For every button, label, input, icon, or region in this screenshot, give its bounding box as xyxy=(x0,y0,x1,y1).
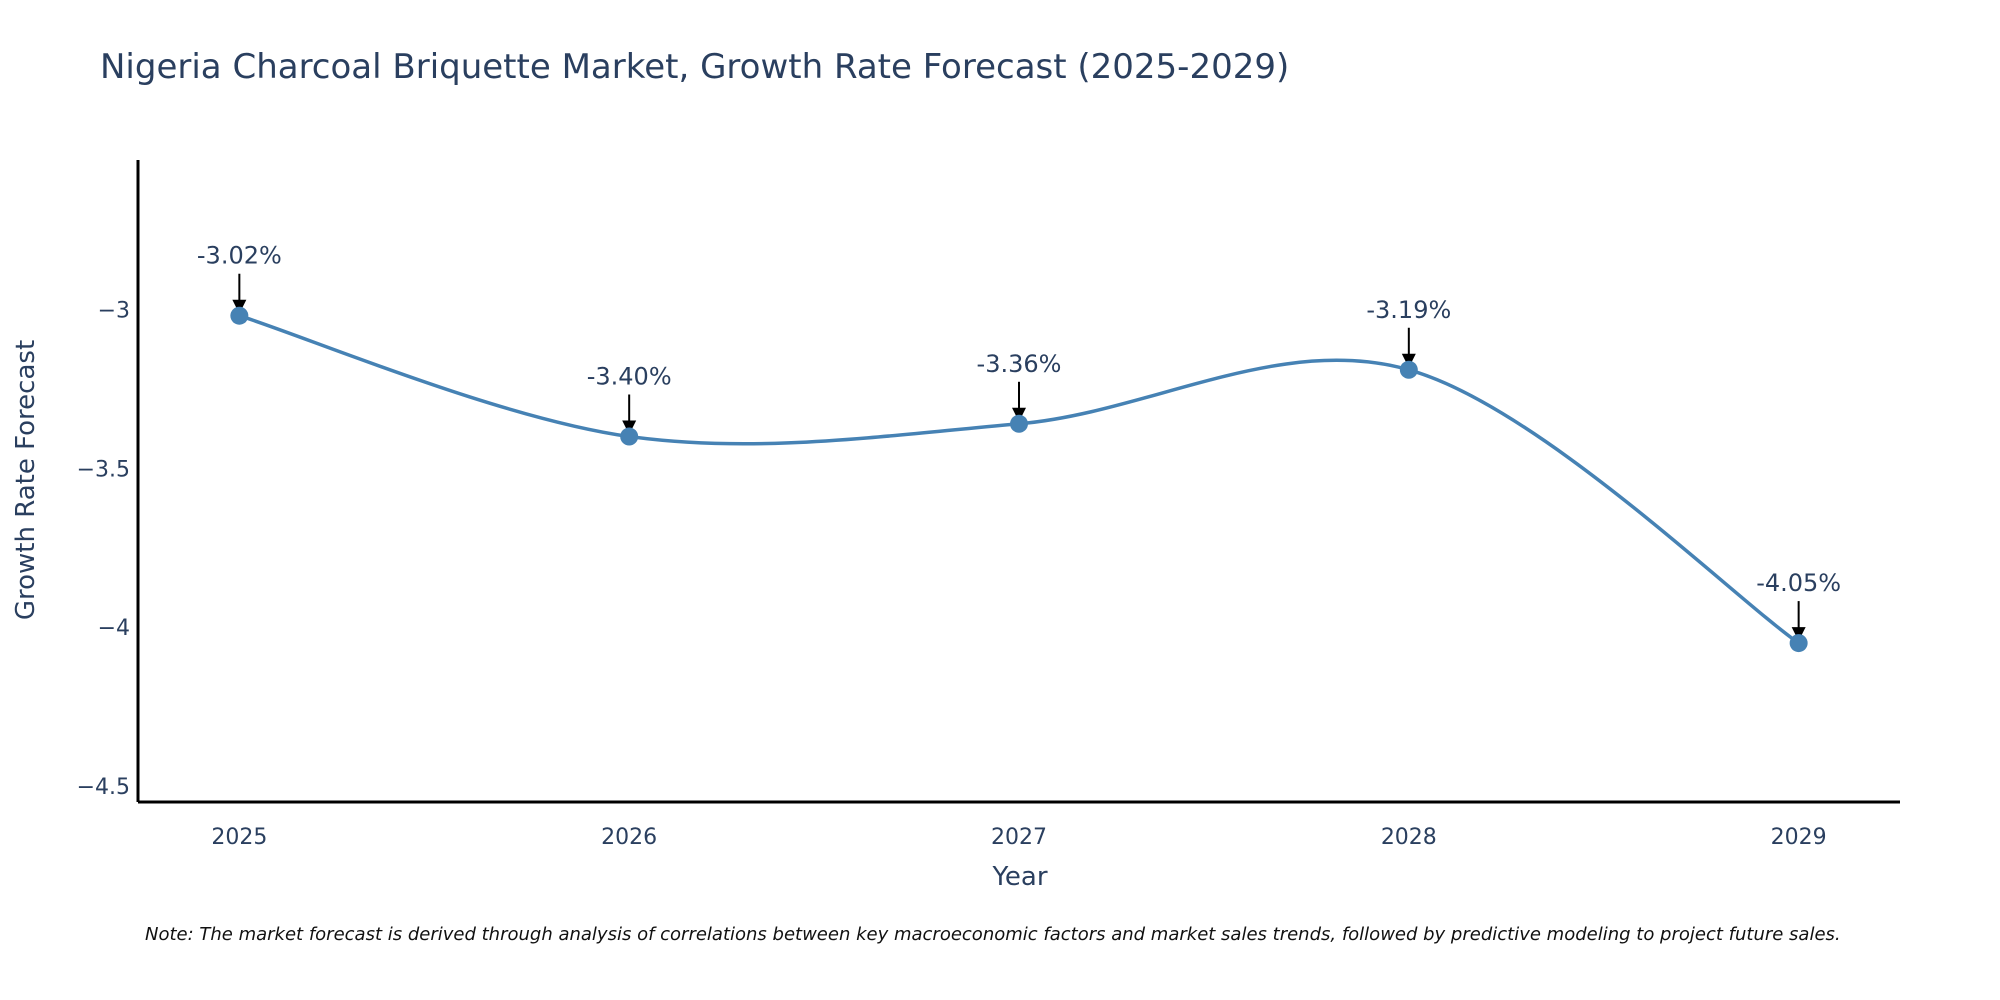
x-tick-label: 2028 xyxy=(1381,825,1437,850)
data-markers xyxy=(230,306,1808,653)
data-point-label: -3.19% xyxy=(1366,296,1451,324)
data-point-label: -3.36% xyxy=(977,350,1062,378)
axes: −3 −3.5 −4 −4.5 2025 2026 2027 2028 2029 xyxy=(77,160,1900,850)
chart-note: Note: The market forecast is derived thr… xyxy=(145,924,1841,945)
x-tick-label: 2025 xyxy=(211,825,267,850)
x-axis-title: Year xyxy=(991,862,1047,892)
x-tick-label: 2026 xyxy=(601,825,657,850)
data-point-label: -3.40% xyxy=(587,363,672,391)
y-tick-label: −4 xyxy=(98,616,130,641)
data-point-marker xyxy=(620,427,639,446)
y-tick-label: −4.5 xyxy=(77,775,130,800)
x-tick-label: 2029 xyxy=(1771,825,1827,850)
data-point-marker xyxy=(1399,360,1418,379)
data-point-marker xyxy=(1010,414,1028,433)
y-tick-label: −3.5 xyxy=(77,457,130,482)
series-line xyxy=(238,314,1800,645)
series-line-layer xyxy=(238,314,1800,645)
data-point-label: -3.02% xyxy=(197,242,282,270)
x-tick-label: 2027 xyxy=(991,825,1047,850)
data-point-marker xyxy=(230,306,249,325)
y-tick-label: −3 xyxy=(98,298,130,323)
data-point-label: -4.05% xyxy=(1756,569,1841,597)
y-axis-title: Growth Rate Forecast xyxy=(11,340,41,620)
chart-title: Nigeria Charcoal Briquette Market, Growt… xyxy=(100,47,1289,87)
data-point-marker xyxy=(1789,634,1808,653)
data-labels: -3.02% -3.40% -3.36% -3.19% -4.05% xyxy=(197,242,1841,597)
